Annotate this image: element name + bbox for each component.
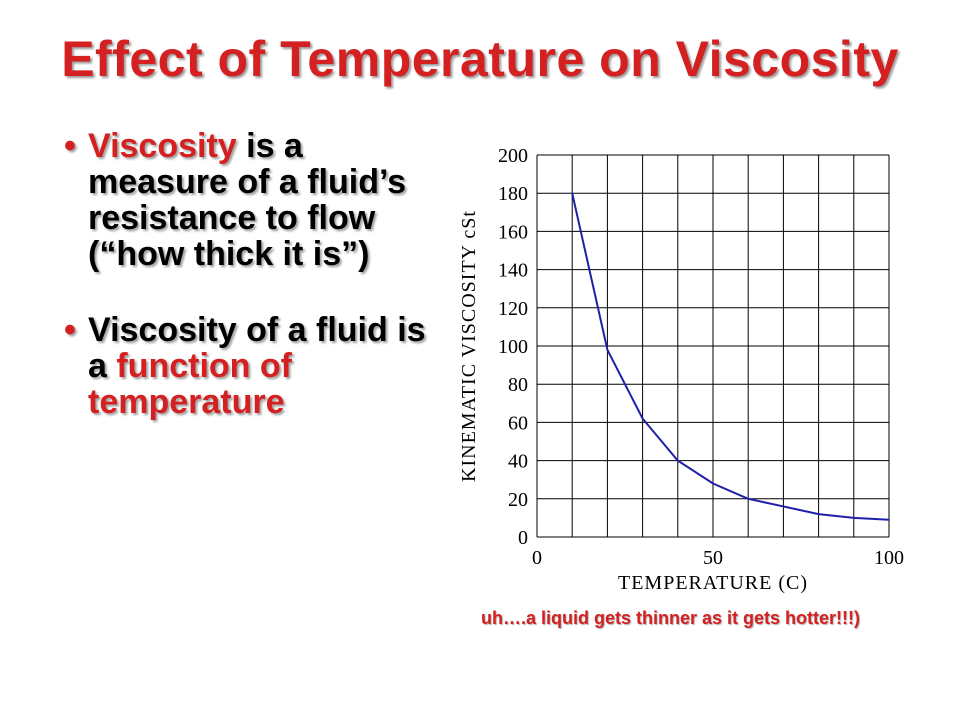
chart-tick-labels: 0 20 40 60 80 100 120 140 160 180 200 0 50 100	[498, 145, 904, 569]
y-tick-label: 60	[508, 412, 528, 434]
slide-title: Effect of Temperature on Viscosity	[61, 31, 899, 87]
bullet-highlight: function of temperature	[88, 347, 292, 421]
data-point	[677, 459, 679, 462]
data-point	[641, 417, 644, 420]
y-tick-label: 40	[508, 451, 528, 473]
data-point	[782, 505, 785, 508]
bullet-item-temperature: • Viscosity of a fluid is a function of …	[60, 312, 450, 420]
y-tick-label: 20	[508, 489, 528, 511]
bullet-list: • Viscosity is a measure of a fluid’s re…	[60, 128, 450, 460]
data-point	[712, 482, 714, 485]
y-tick-label: 160	[498, 221, 528, 243]
chart-caption: uh….a liquid gets thinner as it gets hot…	[481, 608, 861, 628]
y-tick-label: 180	[498, 183, 528, 205]
y-tick-label: 80	[508, 374, 528, 396]
chart-grid	[536, 154, 890, 538]
chart-series	[571, 192, 890, 521]
data-point	[571, 192, 573, 194]
x-tick-label: 100	[874, 547, 904, 569]
data-point	[817, 513, 820, 515]
data-point	[606, 349, 609, 351]
data-point	[853, 517, 855, 519]
data-point	[747, 498, 749, 500]
bullet-text: Viscosity of a fluid is a	[88, 311, 426, 385]
x-axis-label: TEMPERATURE (C)	[618, 572, 808, 594]
bullet-dot-icon: •	[64, 311, 76, 349]
y-tick-label: 140	[498, 260, 528, 282]
y-axis-label: KINEMATIC VISCOSITY cSt	[458, 210, 480, 482]
bullet-item-definition: • Viscosity is a measure of a fluid’s re…	[60, 128, 450, 272]
bullet-text: is a measure of a fluid’s resistance to …	[88, 127, 407, 273]
y-tick-label: 100	[498, 336, 528, 358]
y-tick-label: 120	[498, 298, 528, 320]
series-line	[571, 192, 890, 521]
bullet-dot-icon: •	[64, 127, 76, 165]
y-tick-label: 0	[518, 527, 528, 549]
y-tick-label: 200	[498, 145, 528, 167]
x-tick-label: 50	[703, 547, 723, 569]
data-point	[888, 519, 890, 521]
x-tick-label: 0	[532, 547, 542, 569]
bullet-highlight: Viscosity	[88, 127, 237, 165]
